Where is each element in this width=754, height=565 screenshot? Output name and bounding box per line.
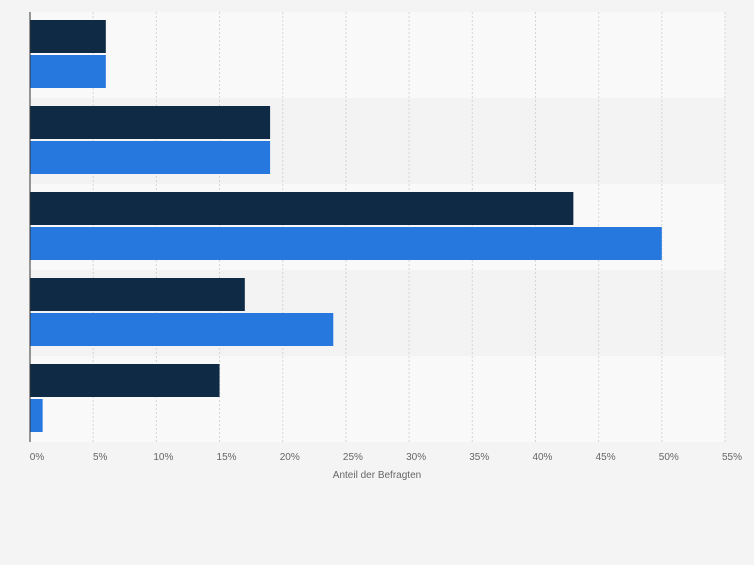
bar [30, 313, 334, 346]
x-tick-label: 30% [406, 452, 426, 463]
bar [30, 399, 43, 432]
x-tick-label: 10% [153, 452, 173, 463]
x-axis-title: Anteil der Befragten [333, 470, 421, 481]
x-tick-label: 15% [217, 452, 237, 463]
bar [30, 192, 574, 225]
bar [30, 55, 106, 88]
x-tick-labels: 0% 5% 10% 15% 20% 25% 30% 35% 40% 45% 50% 55% [30, 452, 742, 463]
x-tick-label: 5% [93, 452, 108, 463]
bars [30, 20, 662, 432]
x-tick-label: 40% [532, 452, 552, 463]
x-tick-label: 20% [280, 452, 300, 463]
x-tick-label: 25% [343, 452, 363, 463]
x-tick-label: 45% [596, 452, 616, 463]
x-tick-label: 35% [469, 452, 489, 463]
bar [30, 278, 245, 311]
category-band [30, 12, 725, 98]
x-tick-label: 50% [659, 452, 679, 463]
category-bands [30, 12, 725, 442]
x-tick-label: 0% [30, 452, 45, 463]
bar [30, 141, 271, 174]
x-tick-label: 55% [722, 452, 742, 463]
bar [30, 20, 106, 53]
bar [30, 106, 271, 139]
bar [30, 227, 662, 260]
bar [30, 364, 220, 397]
